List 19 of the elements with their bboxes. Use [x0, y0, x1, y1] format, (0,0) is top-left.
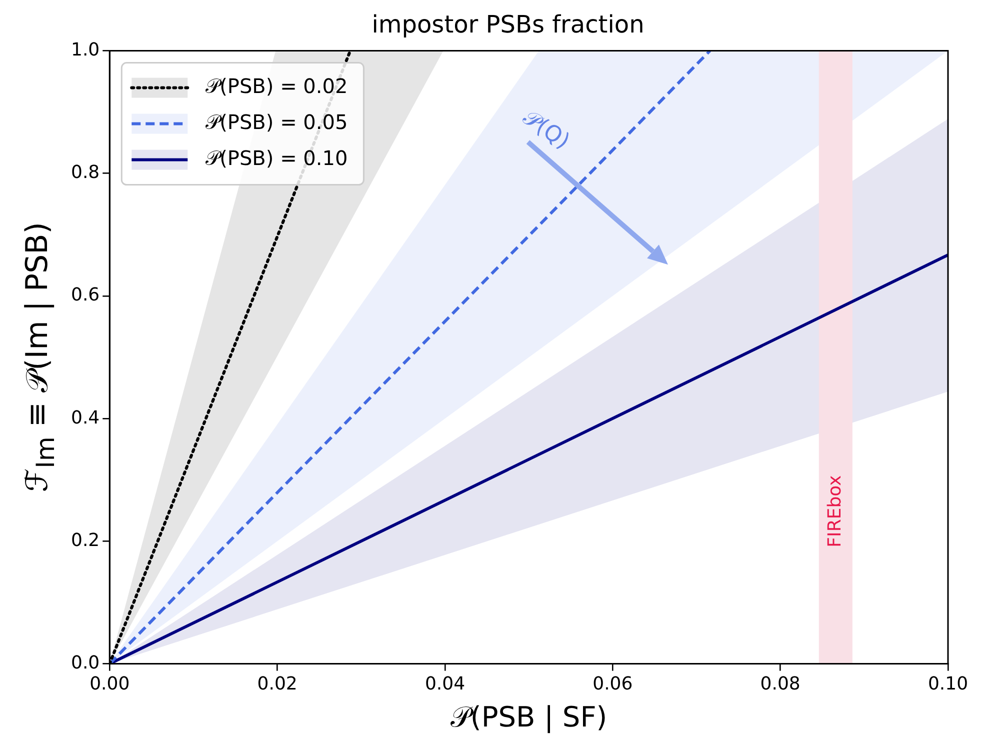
y-tick-label: 0.8 [70, 162, 100, 184]
x-tick-label: 0.00 [90, 673, 130, 694]
x-tick-label: 0.10 [928, 673, 968, 694]
annotation: 𝒫(Q) [518, 105, 574, 154]
chart-title: impostor PSBs fraction [372, 10, 644, 39]
x-axis-title: 𝒫(PSB | SF) [450, 700, 608, 734]
y-tick-label: 0.2 [70, 530, 100, 551]
y-tick-label: 0.4 [70, 407, 100, 428]
x-tick-label: 0.04 [424, 673, 466, 694]
x-tick-label: 0.06 [592, 673, 633, 694]
legend-label: 𝒫(PSB) = 0.05 [206, 110, 348, 134]
band-label: FIREbox [824, 474, 846, 548]
y-tick-label: 1.0 [70, 39, 100, 60]
legend-label: 𝒫(PSB) = 0.10 [206, 146, 348, 170]
legend-label: 𝒫(PSB) = 0.02 [206, 74, 348, 98]
x-tick-label: 0.02 [257, 673, 298, 694]
x-tick-label: 0.08 [760, 673, 800, 694]
y-tick-label: 0.6 [70, 284, 100, 306]
y-tick-label: 0.0 [70, 652, 100, 674]
